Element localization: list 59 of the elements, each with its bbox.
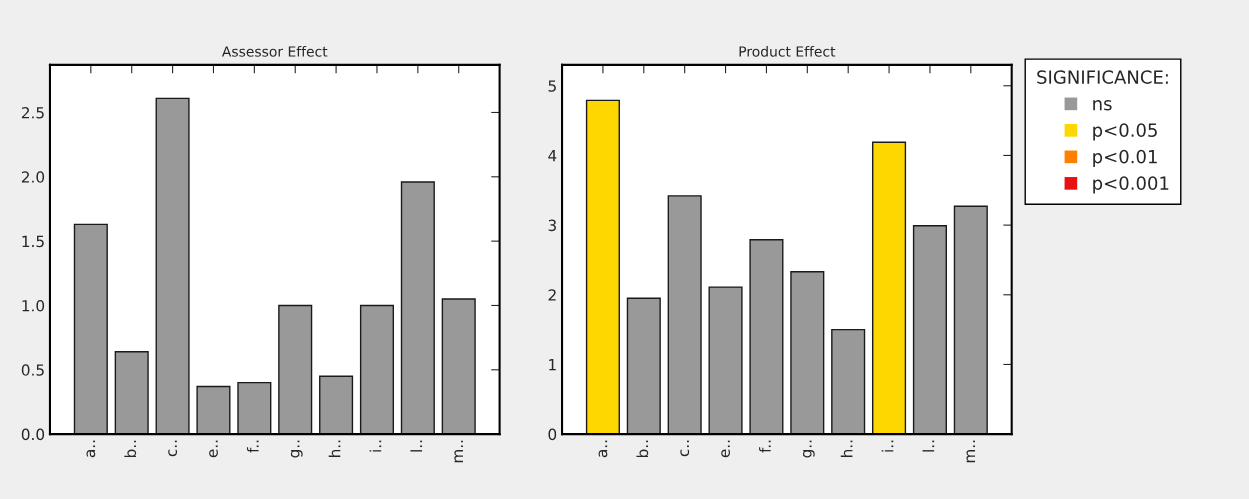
legend-title: SIGNIFICANCE: [1037, 70, 1168, 84]
y-tick-label: 1.0 [22, 299, 45, 312]
bar [278, 304, 313, 435]
bar [155, 97, 190, 435]
x-tick-label: c.. [168, 440, 178, 457]
legend-label: p<0.05 [1093, 123, 1157, 141]
x-tick-label: i.. [881, 440, 894, 452]
x-tick-label: c.. [680, 440, 690, 457]
x-tick-label: m.. [454, 440, 463, 463]
x-tick-label: f.. [246, 440, 259, 453]
x-tick-label: a.. [86, 440, 96, 458]
legend-label: p<0.001 [1093, 176, 1169, 194]
y-tick-label: 1.5 [22, 235, 44, 248]
x-tick-label: h.. [840, 440, 853, 457]
bar [114, 351, 149, 435]
bar [912, 225, 947, 435]
bar [400, 181, 435, 435]
y-tick-label: 0 [548, 428, 557, 441]
x-tick-label: a.. [598, 440, 608, 458]
x-tick-label: e.. [721, 440, 730, 458]
x-tick-label: g.. [290, 440, 303, 458]
y-tick-label: 2.0 [21, 171, 45, 183]
bar [319, 375, 354, 435]
y-tick-label: 4 [548, 150, 557, 162]
chart-title: Product Effect [739, 45, 836, 57]
y-tick-label: 1 [549, 359, 556, 371]
bar [196, 385, 231, 435]
chart-title: Assessor Effect [221, 45, 328, 57]
x-tick-label: f.. [759, 440, 771, 453]
legend-label: p<0.01 [1093, 149, 1157, 167]
y-tick-label: 2 [548, 289, 556, 301]
bar [872, 141, 907, 435]
y-tick-label: 0.5 [21, 364, 44, 376]
bar [831, 328, 866, 435]
bar [585, 99, 620, 435]
y-tick-label: 5 [548, 80, 556, 92]
x-tick-label: l.. [410, 440, 423, 452]
x-tick-label: g.. [802, 440, 815, 458]
bar [441, 298, 476, 435]
y-tick-label: 0.0 [21, 428, 45, 441]
bar [953, 205, 988, 435]
x-tick-label: h.. [328, 440, 341, 457]
x-tick-label: l.. [922, 440, 935, 452]
legend-label: ns [1093, 100, 1112, 111]
x-tick-label: m.. [966, 440, 976, 463]
bar [708, 286, 743, 435]
bar [73, 223, 108, 435]
x-tick-label: b.. [636, 440, 649, 458]
bar [237, 381, 272, 435]
x-tick-label: b.. [124, 440, 137, 458]
bar [749, 239, 784, 435]
y-tick-label: 3 [548, 219, 556, 232]
x-tick-label: i.. [369, 440, 382, 452]
y-tick-label: 2.5 [21, 106, 44, 119]
bar [359, 304, 395, 435]
bar [667, 195, 702, 435]
x-tick-label: e.. [209, 440, 218, 458]
bar [626, 297, 661, 435]
bar [790, 271, 825, 435]
